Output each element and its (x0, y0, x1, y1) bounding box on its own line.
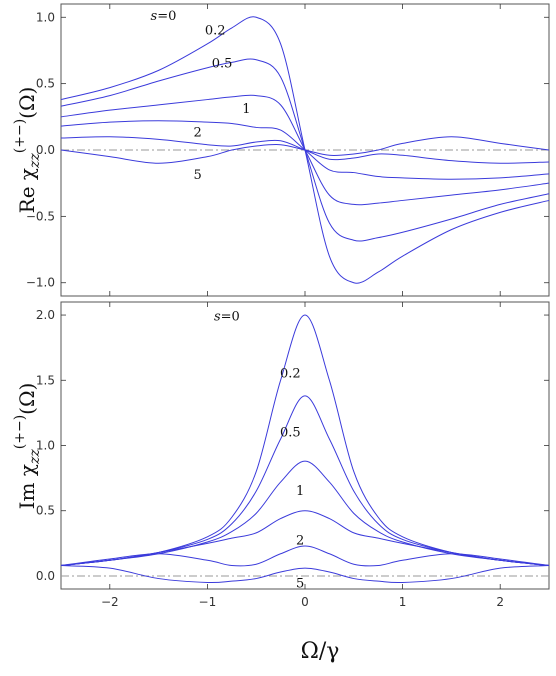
re-chi-curve-label: s=0 (151, 9, 177, 24)
im-chi-curve-label: 1 (296, 484, 304, 499)
im-chi-y-tick-label: 0.0 (36, 569, 55, 583)
re-chi-y-tick-label: 0.0 (36, 143, 55, 157)
im-chi-x-tick-label: −2 (101, 595, 119, 609)
im-chi-curve-label: 5 (296, 577, 304, 592)
im-chi-x-tick-label: −1 (199, 595, 217, 609)
im-chi-y-axis-label: Im χzz(+−)(Ω) (12, 383, 43, 510)
im-chi-curve-s-0_5 (60, 460, 550, 567)
re-chi-curve-label: 0.5 (212, 57, 233, 72)
re-chi-y-tick-label: −0.5 (26, 209, 55, 223)
im-chi-panel: −2 −1 0 1 2 0.0 0.5 1.0 1.5 2.0 s=0 0.2 0.5 1 2 5 Im χ… (12, 301, 550, 609)
im-chi-curve-s-1 (60, 510, 550, 567)
im-chi-y-tick-label: 1.5 (36, 373, 55, 387)
im-chi-curve-label: 0.2 (280, 367, 301, 382)
im-chi-curve-s-2 (60, 545, 550, 567)
re-chi-panel: −1.0 −0.5 0.0 0.5 1.0 s=0 0.2 0.5 1 2 5 Re χzz(+−… (12, 3, 550, 297)
re-chi-curve-label: 2 (193, 126, 201, 141)
re-chi-curve-labels: s=0 0.2 0.5 1 2 5 (151, 9, 251, 183)
im-chi-curve-label: 2 (296, 534, 304, 549)
re-chi-y-tick-label: 1.0 (36, 10, 55, 24)
im-chi-x-tick-label: 1 (399, 595, 407, 609)
im-chi-y-tick-label: 2.0 (36, 308, 55, 322)
im-chi-curve-s-0 (60, 314, 550, 567)
im-chi-curve-s-5 (60, 565, 550, 584)
im-chi-curve-labels: s=0 0.2 0.5 1 2 5 (214, 309, 304, 591)
re-chi-y-tick-label: −1.0 (26, 276, 55, 290)
im-chi-x-tick-label: 0 (301, 595, 309, 609)
re-chi-curve-s-5 (60, 136, 550, 164)
re-chi-y-axis-label: Re χzz(+−)(Ω) (12, 87, 43, 214)
im-chi-x-tick-label: 2 (496, 595, 504, 609)
im-chi-curve-s-0_2 (60, 395, 550, 567)
re-chi-curve-label: 0.2 (205, 24, 226, 39)
im-chi-curves (60, 314, 550, 584)
re-chi-curves (60, 16, 550, 284)
im-chi-curve-label: s=0 (214, 309, 240, 324)
im-chi-ticks: −2 −1 0 1 2 0.0 0.5 1.0 1.5 2.0 (36, 302, 549, 609)
re-chi-curve-label: 1 (242, 102, 250, 117)
re-chi-curve-label: 5 (193, 168, 201, 183)
im-chi-y-tick-label: 0.5 (36, 504, 55, 518)
re-chi-y-tick-label: 0.5 (36, 77, 55, 91)
im-chi-curve-label: 0.5 (280, 425, 301, 440)
re-chi-ticks: −1.0 −0.5 0.0 0.5 1.0 (26, 4, 549, 296)
im-chi-y-tick-label: 1.0 (36, 439, 55, 453)
x-axis-label: Ω/γ (301, 639, 340, 664)
